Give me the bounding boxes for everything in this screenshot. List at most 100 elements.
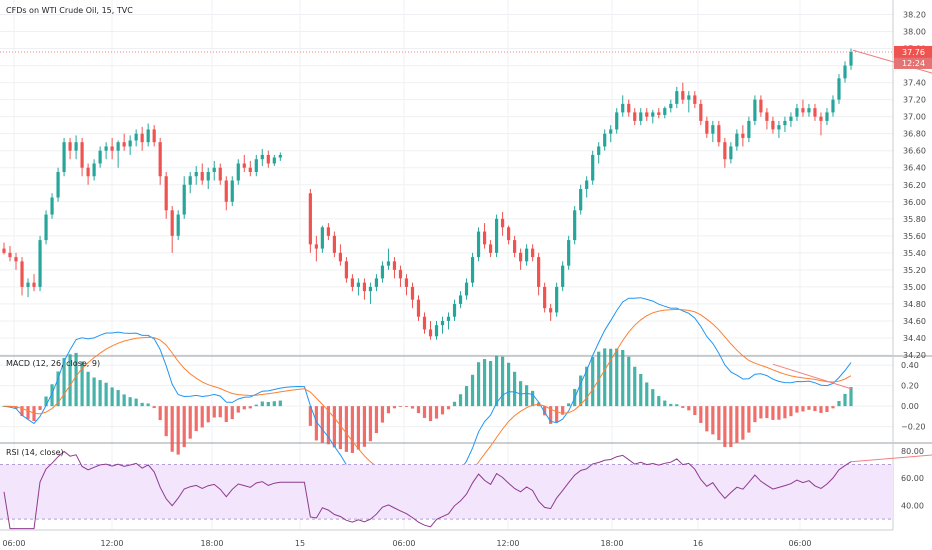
rsi-tick-label: 40.00 [901, 501, 924, 510]
candle-body [68, 142, 72, 151]
macd-histogram-bar [681, 406, 685, 408]
macd-histogram-bar [675, 404, 679, 407]
macd-histogram-bar [332, 406, 336, 448]
candle-body [482, 231, 487, 245]
candle-body [32, 282, 36, 287]
macd-tick-label: 0.20 [901, 382, 919, 391]
candle-body [615, 112, 619, 130]
candle-body [410, 286, 415, 300]
macd-histogram-bar [356, 406, 361, 450]
macd-histogram-bar [753, 406, 757, 423]
price-tick-label: 35.00 [903, 283, 926, 292]
candle-body [651, 112, 655, 117]
candle-body [765, 112, 769, 121]
candle-body [224, 180, 228, 202]
candle-body [494, 218, 499, 253]
candle-body [675, 91, 679, 104]
candle-body [476, 231, 481, 258]
macd-histogram-bar [765, 406, 769, 419]
candle-body [122, 142, 126, 147]
candle-body [218, 167, 222, 181]
macd-histogram-bar [326, 406, 330, 445]
candle-body [212, 167, 216, 172]
macd-histogram-bar [44, 396, 48, 407]
macd-histogram-bar [470, 374, 475, 407]
candle-body [470, 257, 475, 283]
macd-histogram-bar [86, 371, 90, 407]
candle-body [188, 176, 192, 185]
candle-body [362, 282, 367, 292]
candle-body [807, 108, 811, 113]
candle-body [500, 218, 505, 228]
macd-histogram-bar [194, 406, 198, 432]
candle-body [452, 303, 457, 317]
macd-histogram-bar [464, 386, 469, 407]
candle-body [236, 163, 240, 181]
candle-body [50, 197, 54, 215]
candle-body [687, 95, 691, 100]
macd-histogram-bar [434, 406, 439, 419]
candle-body [194, 171, 198, 177]
macd-histogram-bar [837, 401, 841, 407]
macd-histogram-bar [801, 406, 805, 412]
macd-histogram-bar [597, 351, 601, 407]
macd-histogram-bar [645, 382, 649, 407]
macd-histogram-bar [428, 406, 433, 422]
price-pane[interactable] [0, 48, 932, 340]
macd-histogram-bar [639, 374, 643, 407]
rsi-band-fill [0, 464, 893, 520]
macd-histogram-bar [158, 406, 162, 421]
macd-histogram-bar [819, 406, 823, 413]
grid [0, 0, 893, 530]
macd-histogram-bar [110, 387, 114, 407]
signal-line [3, 308, 852, 482]
rsi-trendline [850, 454, 932, 463]
macd-histogram-bar [344, 406, 349, 452]
candle-body [80, 142, 84, 168]
candle-body [2, 248, 6, 253]
macd-pane[interactable] [2, 297, 853, 489]
candle-body [38, 240, 42, 287]
candle-body [711, 125, 715, 134]
price-tick-label: 38.00 [903, 28, 926, 37]
macd-histogram-bar [62, 357, 66, 407]
macd-histogram-bar [633, 366, 637, 407]
macd-histogram-bar [38, 406, 42, 410]
candle-body [62, 142, 66, 172]
candle-body [597, 146, 601, 155]
candle-body [242, 163, 246, 168]
candle-body [759, 99, 763, 113]
candle-body [350, 278, 355, 287]
macd-histogram-bar [621, 349, 625, 407]
candle-body [537, 257, 541, 287]
rsi-pane[interactable] [0, 450, 932, 530]
macd-histogram-bar [134, 398, 138, 407]
macd-tick-label: 0.00 [901, 402, 919, 411]
candle-body [771, 120, 775, 130]
candle-body [98, 150, 102, 164]
candle-body [320, 227, 324, 249]
macd-histogram-bar [585, 366, 589, 407]
macd-histogram-bar [494, 355, 499, 407]
candle-body [104, 146, 108, 151]
macd-histogram-bar [711, 406, 715, 435]
macd-histogram-bar [50, 384, 54, 407]
candle-body [506, 227, 511, 241]
macd-histogram-bar [392, 406, 397, 409]
macd-histogram-bar [488, 361, 493, 407]
candle-body [314, 244, 318, 249]
candle-body [158, 142, 162, 177]
macd-histogram-bar [164, 406, 168, 437]
macd-histogram-bar [783, 406, 787, 419]
macd-histogram-bar [446, 406, 451, 410]
price-tick-label: 38.20 [903, 11, 926, 20]
time-tick-label: 15 [295, 539, 305, 548]
candle-body [795, 108, 799, 117]
macd-histogram-bar [825, 406, 829, 413]
candle-body [398, 269, 403, 279]
candle-body [831, 99, 835, 113]
macd-histogram-bar [513, 371, 517, 407]
macd-histogram-bar [362, 406, 367, 447]
macd-histogram-bar [615, 348, 619, 407]
